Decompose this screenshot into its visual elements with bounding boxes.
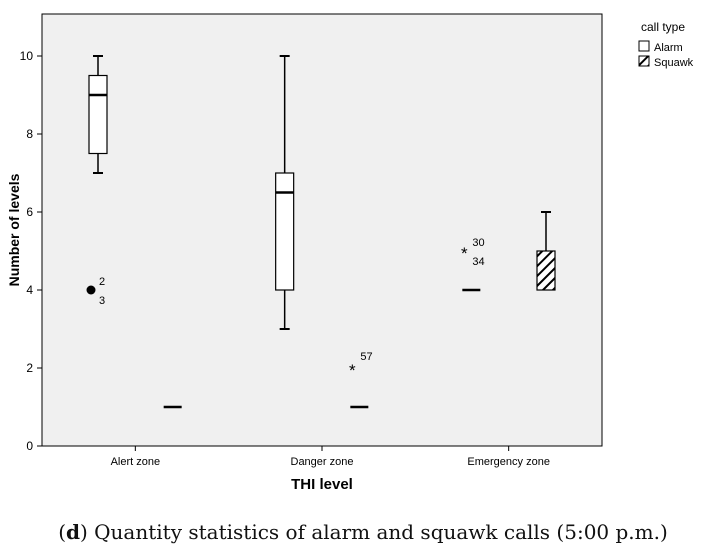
box-squawk-danger-zone-outlier-0: * — [349, 361, 356, 380]
caption-letter: d — [66, 520, 80, 544]
x-tick-label-alert-zone: Alert zone — [111, 456, 161, 468]
plot-area — [41, 13, 603, 447]
legend-label-squawk: Squawk — [654, 57, 694, 69]
x-tick-label-danger-zone: Danger zone — [291, 456, 354, 468]
box-alarm-emergency-zone-outlier-0-label-34: 34 — [472, 256, 484, 268]
y-tick-label-10: 10 — [20, 49, 34, 63]
legend-label-alarm: Alarm — [654, 42, 683, 54]
legend-item-alarm: Alarm — [638, 40, 683, 54]
box-squawk-danger-zone: * 57 — [349, 351, 373, 409]
box-squawk-danger-zone-outlier-0-label-57: 57 — [360, 351, 372, 363]
box-alarm-danger-zone — [275, 55, 295, 330]
legend-swatch-squawk — [638, 55, 650, 67]
y-tick-label-6: 6 — [26, 205, 33, 219]
box-alarm-alert-zone-box — [88, 74, 108, 155]
y-tick-label-4: 4 — [26, 283, 33, 297]
box-alarm-alert-zone: 23 — [86, 55, 108, 307]
y-tick-label-0: 0 — [26, 439, 33, 453]
caption-open: ( — [58, 520, 66, 544]
y-tick-label-8: 8 — [26, 127, 33, 141]
caption-text: ) Quantity statistics of alarm and squaw… — [79, 520, 668, 544]
box-alarm-emergency-zone-outlier-0-label-30: 30 — [472, 237, 484, 249]
legend-title: call type — [641, 20, 685, 34]
legend-swatch-alarm — [638, 40, 650, 52]
box-alarm-alert-zone-outlier-0-label-3: 3 — [99, 295, 105, 307]
box-alarm-alert-zone-outlier-0 — [86, 285, 96, 295]
box-alarm-emergency-zone-outlier-0: * — [461, 244, 468, 263]
box-alarm-emergency-zone: * 30 34 — [461, 237, 485, 292]
box-alarm-danger-zone-box — [275, 172, 295, 291]
y-tick-label-2: 2 — [26, 361, 33, 375]
box-squawk-emergency-zone-box — [536, 250, 556, 291]
legend-item-squawk: Squawk — [638, 55, 694, 69]
x-tick-label-emergency-zone: Emergency zone — [467, 456, 550, 468]
box-alarm-alert-zone-outlier-0-label-2: 2 — [99, 276, 105, 288]
figure-caption: (d) Quantity statistics of alarm and squ… — [0, 520, 726, 544]
x-axis-label: THI level — [291, 476, 353, 493]
box-squawk-emergency-zone — [536, 211, 556, 291]
y-axis-label: Number of levels — [6, 173, 22, 286]
